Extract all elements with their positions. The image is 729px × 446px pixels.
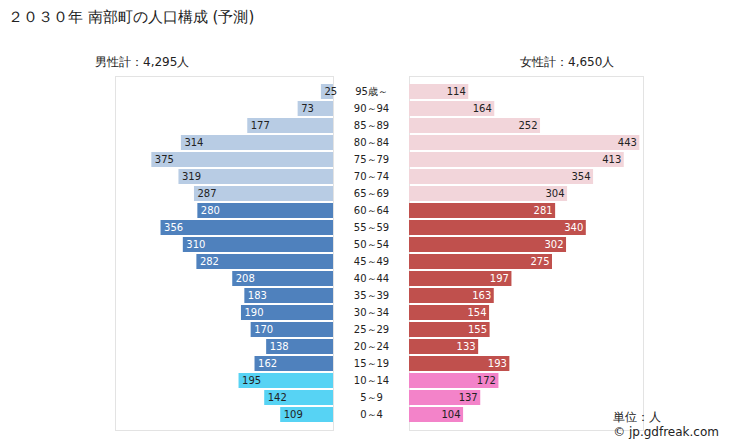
svg-text:354: 354 [571,171,590,182]
svg-text:310: 310 [186,239,205,250]
svg-text:280: 280 [201,205,220,216]
svg-text:170: 170 [254,324,273,335]
svg-text:164: 164 [473,103,492,114]
svg-text:90～94: 90～94 [354,103,389,114]
svg-text:208: 208 [236,273,255,284]
svg-text:340: 340 [564,222,583,233]
svg-text:0～4: 0～4 [360,409,383,420]
svg-text:443: 443 [618,137,637,148]
html-text:女性計：4,650人: 女性計：4,650人 [520,55,615,69]
svg-text:375: 375 [155,154,174,165]
svg-text:50～54: 50～54 [354,239,389,250]
svg-text:154: 154 [467,307,486,318]
svg-text:195: 195 [242,375,261,386]
svg-text:413: 413 [602,154,621,165]
html-text:２０３０年 南部町の人口構成 (予測): ２０３０年 南部町の人口構成 (予測) [8,8,255,26]
svg-text:65～69: 65～69 [354,188,389,199]
svg-text:142: 142 [268,392,287,403]
svg-text:356: 356 [164,222,183,233]
svg-text:35～39: 35～39 [354,290,389,301]
svg-text:30～34: 30～34 [354,307,389,318]
svg-text:15～19: 15～19 [354,358,389,369]
svg-text:304: 304 [545,188,564,199]
svg-text:302: 302 [544,239,563,250]
svg-text:109: 109 [284,409,303,420]
svg-text:85～89: 85～89 [354,120,389,131]
svg-text:73: 73 [301,103,314,114]
svg-text:25～29: 25～29 [354,324,389,335]
svg-text:190: 190 [244,307,263,318]
svg-text:177: 177 [251,120,270,131]
svg-text:104: 104 [441,409,460,420]
html-text:単位：人: 単位：人 [613,410,662,424]
html-text:男性計：4,295人: 男性計：4,295人 [95,55,190,69]
svg-text:25: 25 [324,86,337,97]
svg-text:138: 138 [270,341,289,352]
svg-text:155: 155 [468,324,487,335]
svg-text:40～44: 40～44 [354,273,389,284]
html-text:© jp.gdfreak.com: © jp.gdfreak.com [613,425,719,439]
svg-text:80～84: 80～84 [354,137,389,148]
svg-text:45～49: 45～49 [354,256,389,267]
svg-text:183: 183 [248,290,267,301]
svg-text:114: 114 [447,86,466,97]
svg-text:172: 172 [477,375,496,386]
svg-text:95歳～: 95歳～ [355,86,388,97]
svg-text:5～9: 5～9 [360,392,383,403]
svg-text:252: 252 [518,120,537,131]
svg-text:162: 162 [258,358,277,369]
svg-text:197: 197 [490,273,509,284]
svg-text:281: 281 [534,205,553,216]
svg-text:163: 163 [472,290,491,301]
svg-text:287: 287 [197,188,216,199]
svg-text:319: 319 [182,171,201,182]
svg-text:193: 193 [488,358,507,369]
svg-text:60～64: 60～64 [354,205,389,216]
svg-text:10～14: 10～14 [354,375,389,386]
svg-text:55～59: 55～59 [354,222,389,233]
svg-text:133: 133 [457,341,476,352]
svg-text:314: 314 [184,137,203,148]
svg-text:275: 275 [530,256,549,267]
svg-text:282: 282 [200,256,219,267]
svg-text:75～79: 75～79 [354,154,389,165]
svg-text:137: 137 [459,392,478,403]
svg-text:70～74: 70～74 [354,171,389,182]
svg-text:20～24: 20～24 [354,341,389,352]
